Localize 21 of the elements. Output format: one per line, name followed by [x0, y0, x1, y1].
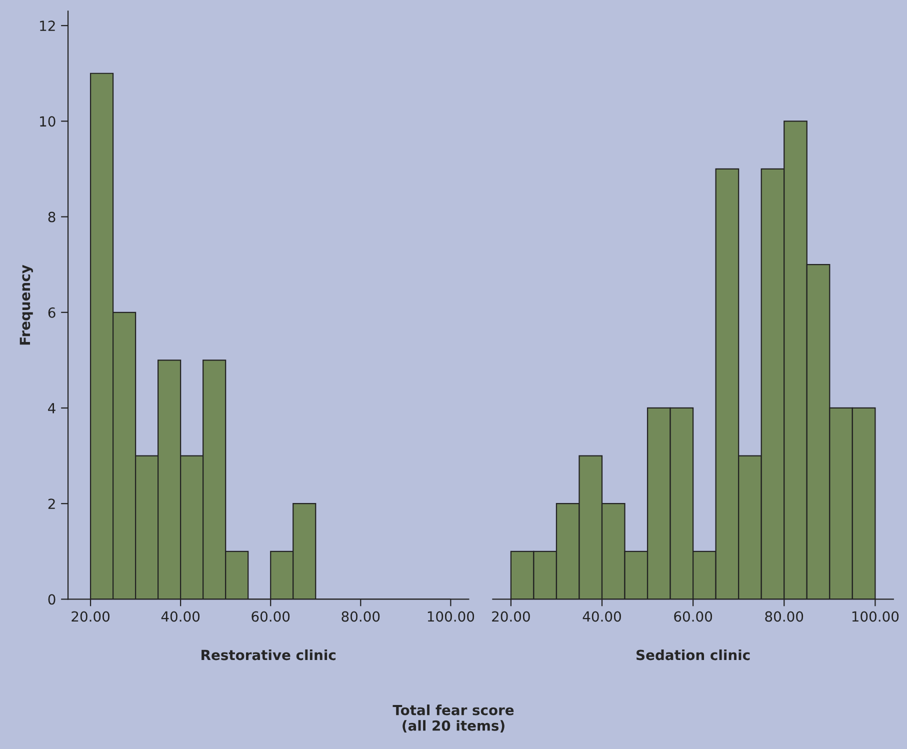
x-tick-label: 40.00	[582, 611, 621, 622]
x-axis-title: Restorative clinic	[202, 649, 336, 660]
x-axis-title: Sedation clinic	[636, 649, 750, 660]
y-tick-label: 10	[40, 116, 56, 127]
y-tick-label: 0	[48, 594, 56, 605]
x-tick-label: 100.00	[428, 611, 474, 622]
x-tick-label: 60.00	[252, 611, 290, 622]
y-tick-label: 6	[48, 307, 56, 318]
y-tick-label: 2	[48, 498, 55, 509]
y-tick-label: 12	[40, 20, 55, 31]
x-tick-label: 80.00	[765, 611, 804, 622]
x-tick-label: 100.00	[852, 611, 899, 622]
text: Total fear score (all 20 items)	[392, 704, 514, 732]
x-tick-label: 60.00	[674, 611, 712, 622]
y-tick-label: 8	[48, 212, 56, 222]
x-tick-label: 20.00	[492, 611, 530, 622]
x-tick-label: 20.00	[72, 611, 110, 622]
x-tick-label: 40.00	[161, 611, 200, 622]
y-tick-label: 4	[48, 403, 56, 414]
y-axis-title: Frequency	[20, 264, 33, 345]
x-tick-label: 80.00	[342, 611, 380, 622]
